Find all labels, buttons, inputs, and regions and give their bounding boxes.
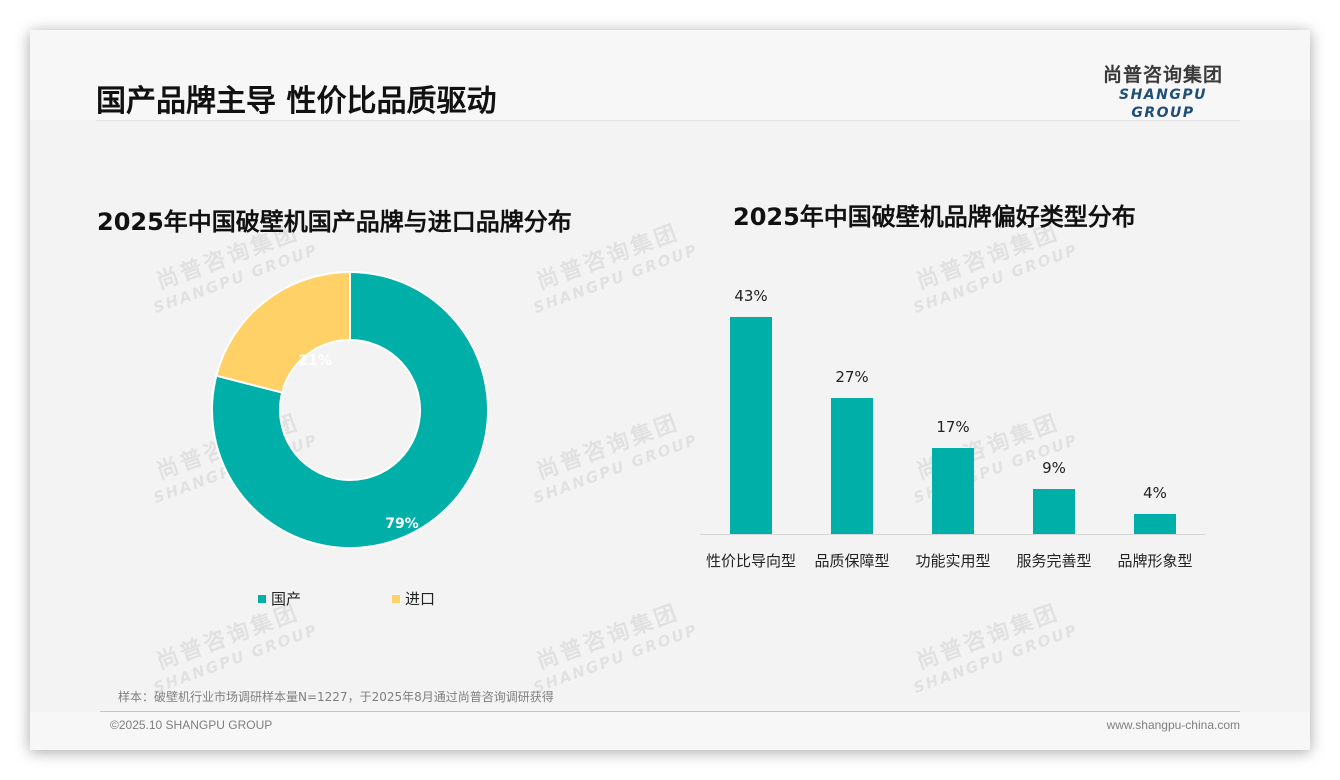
- watermark-en: SHANGPU GROUP: [530, 240, 701, 317]
- donut-chart: 79% 21%: [211, 270, 489, 549]
- donut-slice-import: [215, 270, 351, 394]
- copyright: ©2025.10 SHANGPU GROUP: [110, 718, 273, 732]
- legend-item-import: 进口: [392, 588, 435, 609]
- bar: [1134, 513, 1176, 534]
- bar-category-label: 品质保障型: [814, 552, 890, 570]
- footer-divider: [100, 711, 1240, 712]
- bar-value-label: 4%: [1143, 483, 1167, 502]
- donut-slice-label: 79%: [385, 516, 419, 532]
- legend-item-domestic: 国产: [258, 588, 301, 609]
- donut-slice-domestic: [211, 270, 489, 549]
- bar-category-label: 服务完善型: [1016, 552, 1092, 570]
- bar: [932, 448, 974, 534]
- footer-band: [30, 712, 1310, 750]
- bar-value-label: 17%: [936, 418, 970, 437]
- legend-swatch-import: [392, 594, 400, 603]
- watermark-cn: 尚普咨询集团: [533, 600, 683, 676]
- watermark-cn: 尚普咨询集团: [913, 600, 1063, 676]
- bar-category-label: 品牌形象型: [1117, 552, 1193, 570]
- slide: 国产品牌主导 性价比品质驱动 尚普咨询集团 SHANGPU GROUP 尚普咨询…: [30, 30, 1310, 750]
- sample-note: 样本：破壁机行业市场调研样本量N=1227，于2025年8月通过尚普咨询调研获得: [118, 690, 554, 704]
- donut-chart-title: 2025年中国破壁机国产品牌与进口品牌分布: [97, 208, 572, 236]
- bar: [1033, 488, 1075, 534]
- bar: [730, 316, 772, 534]
- bar: [831, 397, 873, 534]
- watermark-en: SHANGPU GROUP: [530, 620, 701, 697]
- bar-value-label: 43%: [734, 286, 768, 305]
- header-divider: [96, 120, 1240, 121]
- watermark-en: SHANGPU GROUP: [910, 240, 1081, 317]
- watermark-en: SHANGPU GROUP: [530, 430, 701, 507]
- watermark-cn: 尚普咨询集团: [533, 410, 683, 486]
- bar-value-label: 27%: [835, 367, 869, 386]
- bar-category-label: 性价比导向型: [705, 552, 796, 570]
- logo-cn: 尚普咨询集团: [1102, 64, 1223, 86]
- page-title: 国产品牌主导 性价比品质驱动: [96, 84, 497, 119]
- website-link[interactable]: www.shangpu-china.com: [1106, 718, 1240, 732]
- watermark-cn: 尚普咨询集团: [913, 410, 1063, 486]
- legend-swatch-domestic: [258, 594, 266, 603]
- bar-chart-title: 2025年中国破壁机品牌偏好类型分布: [733, 203, 1136, 231]
- legend-label: 国产: [271, 590, 302, 608]
- watermark-en: SHANGPU GROUP: [150, 620, 321, 697]
- donut-slice-label: 21%: [298, 353, 332, 369]
- logo: 尚普咨询集团 SHANGPU GROUP: [1086, 64, 1240, 122]
- legend-label: 进口: [405, 590, 436, 608]
- logo-en: SHANGPU GROUP: [1119, 87, 1207, 121]
- bar-category-label: 功能实用型: [915, 552, 991, 570]
- header-band: [30, 30, 1310, 120]
- watermark-en: SHANGPU GROUP: [910, 620, 1081, 697]
- x-axis-line: [700, 534, 1205, 535]
- bar-value-label: 9%: [1042, 458, 1066, 477]
